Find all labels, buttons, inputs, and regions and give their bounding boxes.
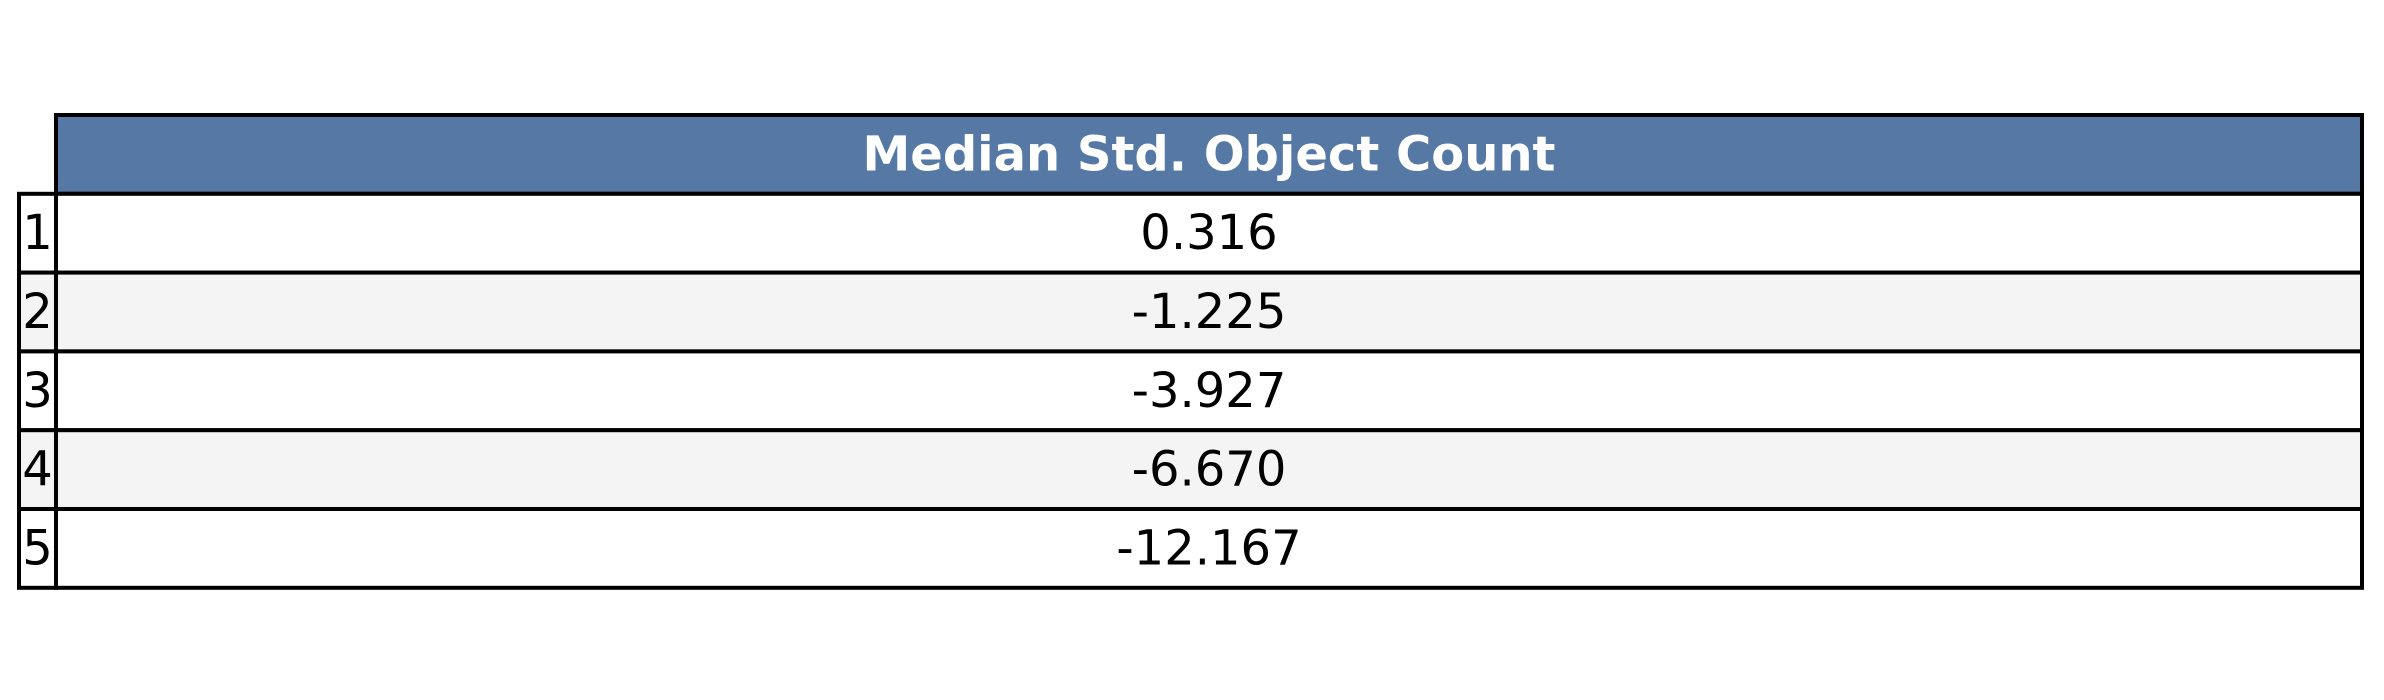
cell-value: -3.927 (1132, 363, 1287, 419)
row-index-label: 5 (22, 520, 53, 576)
cell-value: 0.316 (1140, 205, 1277, 261)
row-index-cell (17, 428, 58, 512)
row-index-label: 4 (22, 442, 53, 498)
table-cell (54, 507, 2364, 590)
row-index-label: 2 (22, 284, 53, 340)
cell-value: -1.225 (1132, 284, 1287, 340)
row-index-label: 3 (22, 363, 53, 419)
cell-value: -6.670 (1132, 442, 1287, 498)
row-index-label: 1 (22, 205, 53, 261)
column-header: Median Std. Object Count (863, 126, 1556, 182)
header-cell (54, 113, 2364, 196)
cell-value: -12.167 (1116, 520, 1301, 576)
row-index-cell (17, 507, 58, 590)
